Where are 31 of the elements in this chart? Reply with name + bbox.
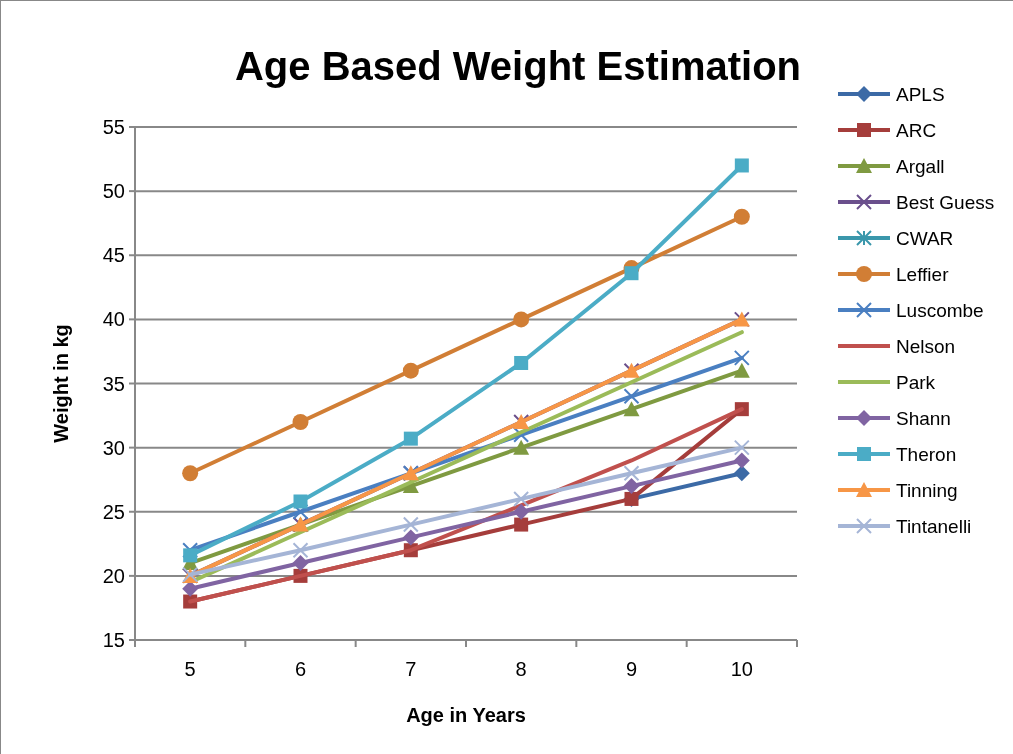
- y-tick-label: 30: [102, 436, 125, 459]
- legend-label: Theron: [896, 443, 957, 465]
- x-tick-label: 10: [730, 658, 753, 680]
- legend-label: Park: [896, 371, 936, 393]
- legend-label: ARC: [896, 119, 937, 141]
- legend-label: CWAR: [896, 227, 954, 249]
- x-axis-title: Age in Years: [406, 704, 526, 726]
- x-tick-label: 8: [515, 658, 527, 680]
- legend-label: Tintanelli: [896, 515, 972, 537]
- legend-label: Tinning: [896, 479, 958, 501]
- y-tick-label: 40: [102, 308, 125, 331]
- x-tick-label: 5: [184, 658, 196, 680]
- x-tick-label: 9: [625, 658, 638, 680]
- y-tick-label: 25: [102, 500, 125, 523]
- y-tick-label: 50: [102, 180, 125, 203]
- x-tick-label: 6: [294, 658, 307, 680]
- legend-label: APLS: [896, 83, 945, 105]
- chart-title: Age Based Weight Estimation: [234, 44, 802, 88]
- legend-label: Nelson: [896, 335, 956, 357]
- legend-label: Luscombe: [896, 299, 984, 321]
- y-tick-label: 35: [102, 372, 125, 395]
- legend-label: Leffier: [896, 263, 950, 285]
- y-tick-label: 45: [102, 244, 125, 267]
- y-tick-label: 20: [102, 564, 125, 587]
- y-axis-title: Weight in kg: [50, 324, 72, 443]
- y-tick-label: 15: [102, 629, 125, 651]
- legend-label: Shann: [896, 407, 951, 429]
- legend-label: Best Guess: [896, 191, 995, 213]
- y-tick-label: 55: [102, 116, 125, 138]
- legend-label: Argall: [896, 155, 945, 177]
- x-tick-label: 7: [405, 658, 417, 680]
